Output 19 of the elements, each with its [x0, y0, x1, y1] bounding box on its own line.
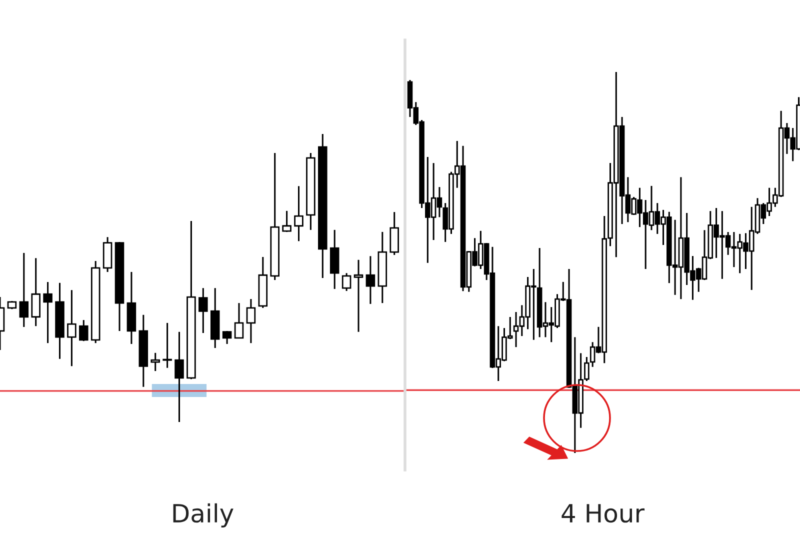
candlestick — [342, 272, 352, 292]
candlestick — [162, 322, 172, 369]
candlestick — [246, 298, 256, 344]
x-axis-title: 4 Hour — [562, 504, 645, 523]
x-axis-title: Daily — [173, 503, 234, 528]
candlestick — [43, 281, 52, 344]
candlestick — [234, 302, 244, 339]
candlestick — [150, 352, 160, 372]
candlestick — [19, 252, 29, 328]
candlestick — [31, 257, 40, 327]
candlestick — [294, 185, 304, 242]
candlestick — [282, 210, 292, 233]
candlestick — [354, 259, 364, 333]
candlestick — [198, 287, 208, 334]
candlestick — [366, 255, 376, 305]
candlestick — [174, 331, 184, 423]
candlestick — [79, 319, 88, 342]
candlestick — [222, 330, 232, 345]
candlestick — [67, 289, 76, 367]
